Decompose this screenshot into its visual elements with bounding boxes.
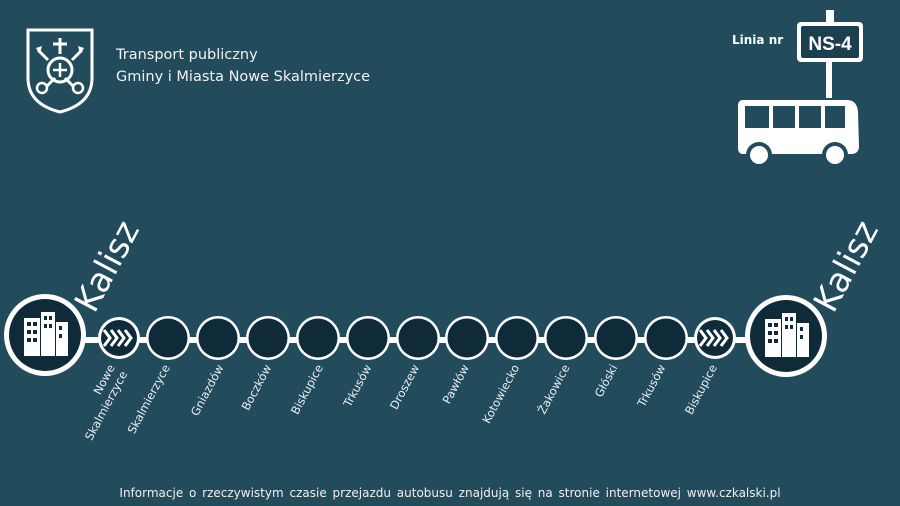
- line-number-label: Linia nr: [732, 33, 784, 47]
- municipal-crest-logo: [26, 28, 94, 114]
- footer-info: Informacje o rzeczywistym czasie przejaz…: [119, 486, 781, 500]
- stop-marker: [346, 316, 390, 360]
- stop-marker: [246, 316, 290, 360]
- stop-marker: [594, 316, 638, 360]
- direction-arrow-icon: [98, 317, 140, 359]
- stop-marker: [544, 316, 588, 360]
- terminal-start-icon: [4, 294, 86, 376]
- stop-marker: [196, 316, 240, 360]
- line-number-badge: NS-4: [808, 34, 852, 55]
- bus-icon: NS-4: [738, 10, 863, 168]
- stop-marker: [396, 316, 440, 360]
- header-title-line2: Gminy i Miasta Nowe Skalmierzyce: [116, 69, 371, 85]
- stop-marker: [146, 316, 190, 360]
- header-title: Transport publiczny Gminy i Miasta Nowe …: [116, 44, 370, 88]
- header-title-line1: Transport publiczny: [116, 47, 258, 63]
- stop-marker: [445, 316, 489, 360]
- terminal-end-icon: [745, 295, 827, 377]
- stop-marker: [296, 316, 340, 360]
- stop-marker: [495, 316, 539, 360]
- stop-marker: [644, 316, 688, 360]
- direction-arrow-icon: [694, 317, 736, 359]
